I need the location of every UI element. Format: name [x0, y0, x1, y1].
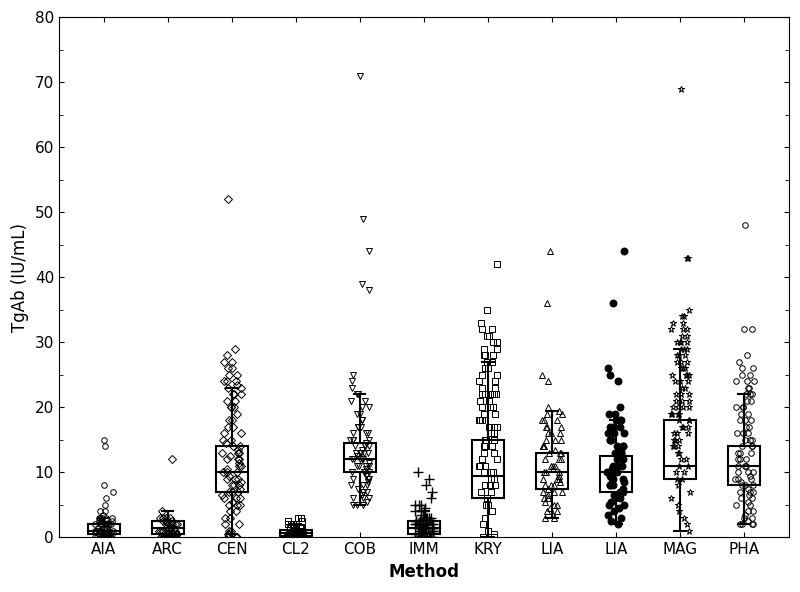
Y-axis label: TgAb (IU/mL): TgAb (IU/mL) [11, 223, 29, 332]
X-axis label: Method: Method [388, 563, 459, 581]
